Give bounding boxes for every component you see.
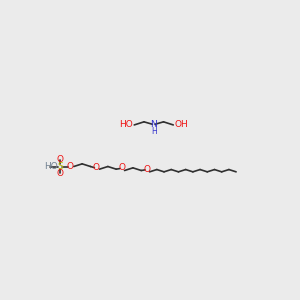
Text: O: O (67, 162, 74, 171)
Text: N: N (150, 120, 157, 129)
Text: OH: OH (174, 120, 188, 129)
Text: S: S (57, 162, 63, 171)
Text: HO: HO (119, 120, 133, 129)
Text: O: O (118, 163, 125, 172)
Text: HO: HO (44, 162, 58, 171)
Text: O: O (56, 154, 63, 164)
Text: H: H (151, 127, 157, 136)
Text: O: O (56, 169, 63, 178)
Text: O: O (143, 165, 150, 174)
Text: O: O (93, 163, 100, 172)
